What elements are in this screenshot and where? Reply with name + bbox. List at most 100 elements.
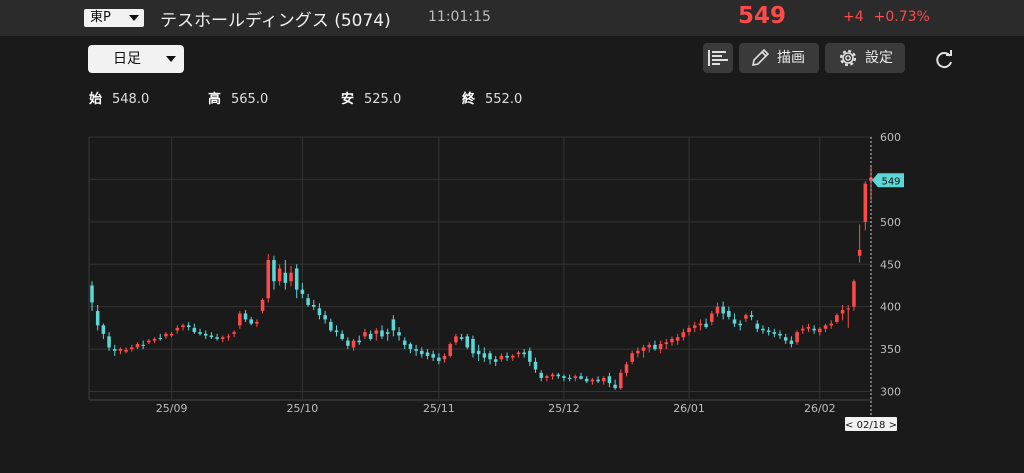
candle-body xyxy=(681,332,686,338)
candle-body xyxy=(516,352,521,355)
candle-body xyxy=(476,350,481,355)
change-value: +4 xyxy=(843,9,864,25)
candle-body xyxy=(346,340,350,346)
candle-body xyxy=(840,310,845,314)
candle-body xyxy=(556,374,561,377)
candle-body xyxy=(596,379,600,382)
candle-body xyxy=(425,352,430,356)
candle-body xyxy=(192,327,197,333)
draw-button[interactable]: 描画 xyxy=(739,43,819,73)
candle-body xyxy=(306,298,310,305)
candle-body xyxy=(130,347,134,350)
candle-body xyxy=(670,338,674,343)
candle-body xyxy=(363,332,367,337)
candle-body xyxy=(619,372,623,389)
candle-body xyxy=(528,350,532,362)
candle-body xyxy=(289,272,293,282)
candle-body xyxy=(181,325,185,328)
candle-body xyxy=(607,376,612,384)
candle-body xyxy=(329,321,333,331)
candle-body xyxy=(613,384,617,389)
candle-body xyxy=(801,328,805,331)
candle-body xyxy=(141,344,145,346)
quote-time: 11:01:15 xyxy=(428,9,491,25)
pencil-icon xyxy=(751,48,770,67)
settings-button[interactable]: 設定 xyxy=(825,43,905,73)
period-selector[interactable]: 日足 xyxy=(88,45,184,73)
candle-body xyxy=(806,327,811,329)
candle-body xyxy=(562,376,566,378)
x-tick-label: 25/09 xyxy=(156,402,188,415)
candle-body xyxy=(238,313,242,326)
candle-body xyxy=(545,376,549,378)
candle-body xyxy=(164,333,168,337)
candle-body xyxy=(766,330,771,333)
y-tick-label: 600 xyxy=(880,131,901,144)
market-label: 東P xyxy=(90,10,111,25)
candle-body xyxy=(732,319,737,324)
candle-body xyxy=(101,325,106,334)
bars-icon xyxy=(708,50,728,66)
open-value: 始 548.0 xyxy=(89,92,150,107)
candle-body xyxy=(692,325,697,328)
candle-body xyxy=(835,315,839,322)
candle-body xyxy=(550,374,555,377)
last-price-marker xyxy=(872,173,904,188)
candle-body xyxy=(260,299,265,311)
candle-body xyxy=(380,330,384,337)
candle-body xyxy=(715,306,720,314)
candle-body xyxy=(198,332,202,334)
candle-body xyxy=(112,349,117,351)
candle-body xyxy=(727,310,731,317)
candle-body xyxy=(124,349,128,352)
change-percent: +0.73% xyxy=(873,9,930,25)
candle-body xyxy=(493,359,498,362)
candle-body xyxy=(647,344,652,348)
candle-body xyxy=(420,350,424,355)
candle-body xyxy=(385,332,390,334)
candle-body xyxy=(852,281,856,307)
candle-body xyxy=(818,328,822,333)
reload-icon[interactable] xyxy=(932,48,956,72)
y-tick-label: 500 xyxy=(880,216,901,229)
candle-body xyxy=(294,268,299,290)
candle-body xyxy=(135,344,140,348)
candle-body xyxy=(90,285,94,303)
stock-name: テスホールディングス (5074) xyxy=(160,11,391,31)
candle-body xyxy=(636,350,640,354)
top-bar xyxy=(0,0,1024,36)
candle-body xyxy=(675,337,680,341)
candle-body xyxy=(579,376,583,379)
candle-body xyxy=(539,372,543,378)
candle-body xyxy=(402,340,407,345)
candle-body xyxy=(698,323,703,326)
candle-body xyxy=(795,332,799,343)
candle-body xyxy=(437,357,441,361)
candle-body xyxy=(266,260,271,299)
cursor-date-box xyxy=(845,417,897,431)
candle-body xyxy=(232,332,236,334)
settings-label: 設定 xyxy=(865,50,893,66)
candle-body xyxy=(215,337,219,339)
candle-body xyxy=(783,337,788,341)
candle-body xyxy=(823,325,828,329)
candle-body xyxy=(311,304,316,307)
candle-body xyxy=(209,335,214,338)
candle-body xyxy=(567,377,572,379)
candle-body xyxy=(641,347,646,351)
market-selector[interactable]: 東P xyxy=(84,9,144,27)
indicator-button[interactable] xyxy=(703,43,733,73)
candle-body xyxy=(408,344,413,350)
period-label: 日足 xyxy=(113,51,141,67)
candle-body xyxy=(147,340,151,343)
candle-body xyxy=(749,315,754,317)
candle-body xyxy=(351,340,356,348)
candle-body xyxy=(869,177,873,182)
candle-body xyxy=(118,349,123,351)
candle-body xyxy=(454,336,458,343)
candle-body xyxy=(505,355,509,358)
candle-body xyxy=(448,344,452,356)
current-price: 549 xyxy=(738,3,787,29)
candle-body xyxy=(499,355,504,360)
